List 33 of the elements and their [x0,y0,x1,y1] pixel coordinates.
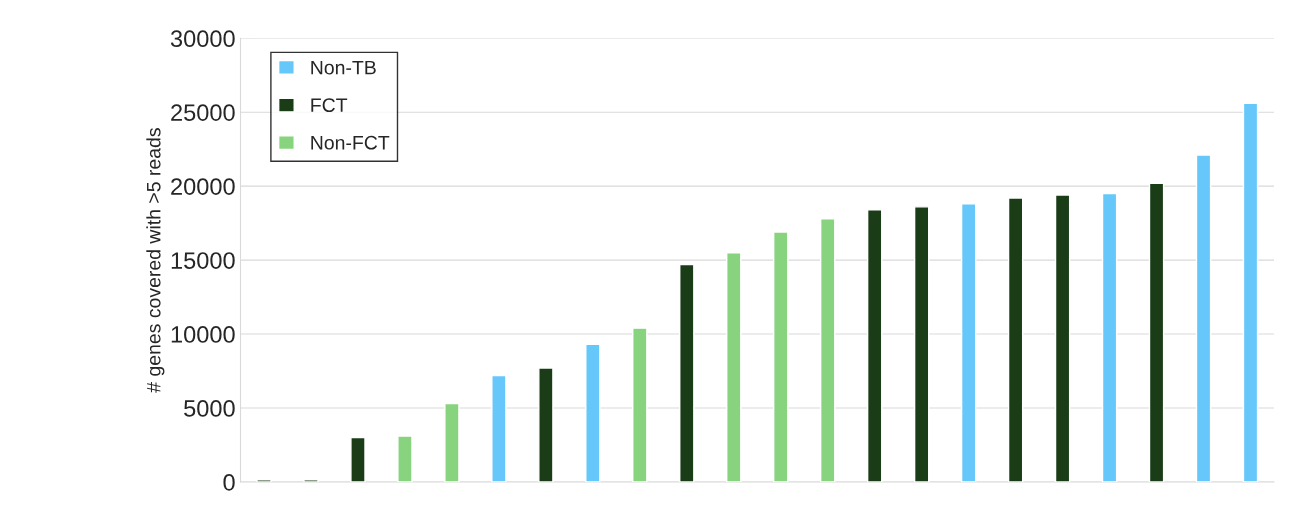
bar [491,374,507,482]
bar [256,479,272,482]
bar [1148,182,1165,482]
bar [1242,102,1259,482]
y-tick-label: 25000 [171,104,235,121]
bar [1195,154,1212,482]
y-tick-label: 15000 [171,252,235,269]
y-tick-label: 0 [223,474,235,491]
bar [585,343,601,482]
bar [397,435,413,482]
bar [1054,194,1071,482]
y-tick-label: 30000 [170,30,235,48]
legend-label: Non-FCT [311,135,390,150]
bar [632,327,648,482]
bar [679,263,695,482]
bar [866,209,883,482]
bar [538,367,554,482]
y-axis-title: # genes covered with >5 reads [146,128,165,393]
y-tick-label: 10000 [171,326,235,343]
bar [444,402,460,482]
y-tick-label: 5000 [184,400,235,417]
bar [913,206,930,482]
bar [772,231,789,482]
bar [1101,192,1118,482]
bar [1007,197,1024,482]
y-tick-label: 20000 [171,178,235,195]
bar [960,203,977,482]
legend-label: FCT [311,98,348,113]
bar [819,217,836,482]
bar [303,479,319,482]
legend-label: Non-TB [311,60,376,75]
bar [350,436,366,482]
bar [726,252,742,482]
